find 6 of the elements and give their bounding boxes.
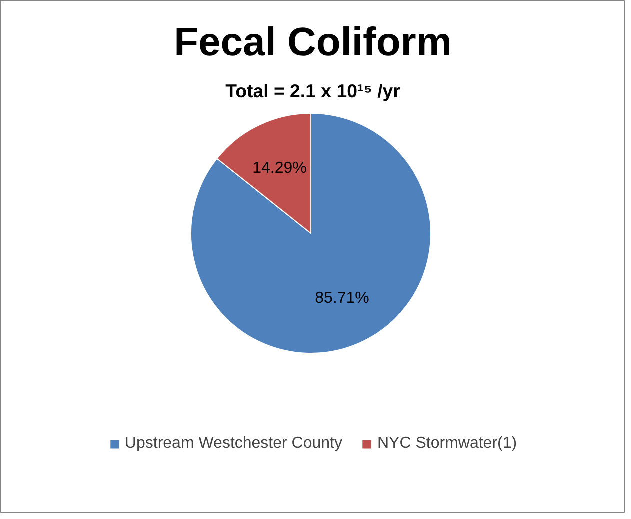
- data-label: 85.71%: [315, 290, 370, 307]
- chart-subtitle: Total = 2.1 x 10¹⁵ /yr: [226, 80, 400, 102]
- legend-label: Upstream Westchester County: [124, 435, 342, 453]
- legend-label: NYC Stormwater(1): [377, 435, 518, 453]
- chart-title: Fecal Coliform: [174, 20, 452, 64]
- data-label: 14.29%: [252, 160, 307, 178]
